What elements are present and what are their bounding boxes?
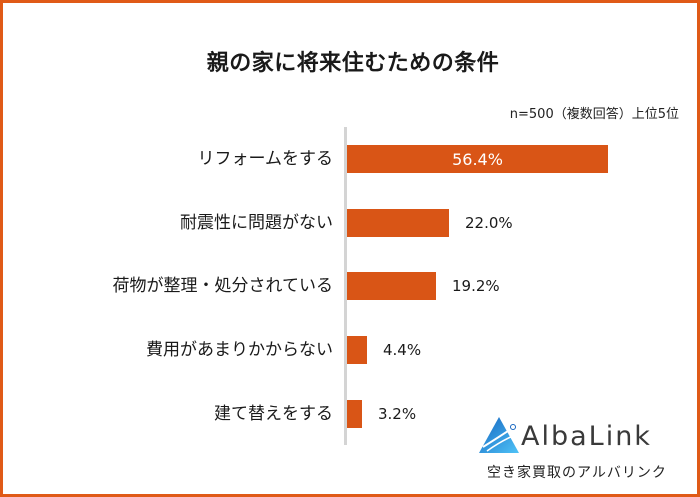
bar bbox=[347, 336, 367, 364]
bar-row: 建て替えをする 3.2% bbox=[3, 400, 700, 429]
category-label: 荷物が整理・処分されている bbox=[112, 276, 334, 296]
value-label: 22.0% bbox=[465, 214, 513, 232]
category-label: 耐震性に問題がない bbox=[180, 213, 333, 233]
y-axis-line bbox=[344, 127, 347, 445]
bar bbox=[347, 145, 608, 173]
bar-row: 費用があまりかからない 4.4% bbox=[3, 336, 700, 365]
triangle-mountain-icon bbox=[479, 417, 519, 453]
logo-name: AlbaLink bbox=[521, 421, 652, 452]
value-label: 19.2% bbox=[452, 277, 500, 295]
category-label: 費用があまりかからない bbox=[146, 340, 333, 360]
bar bbox=[347, 272, 436, 300]
value-label: 56.4% bbox=[452, 150, 503, 169]
value-label: 3.2% bbox=[378, 405, 417, 423]
bar-row: 荷物が整理・処分されている 19.2% bbox=[3, 272, 700, 301]
category-label: リフォームをする bbox=[197, 149, 334, 169]
albalink-logo: AlbaLink 空き家買取のアルバリンク bbox=[477, 415, 687, 485]
bar bbox=[347, 209, 449, 237]
logo-subtitle: 空き家買取のアルバリンク bbox=[487, 465, 667, 481]
chart-title: 親の家に将来住むための条件 bbox=[206, 51, 500, 76]
bar-row: 耐震性に問題がない 22.0% bbox=[3, 209, 700, 238]
value-label: 4.4% bbox=[383, 341, 422, 359]
category-label: 建て替えをする bbox=[214, 404, 333, 424]
bar-row: リフォームをする 56.4% bbox=[3, 145, 700, 174]
sample-note: n=500（複数回答）上位5位 bbox=[509, 107, 679, 122]
bar bbox=[347, 400, 362, 428]
